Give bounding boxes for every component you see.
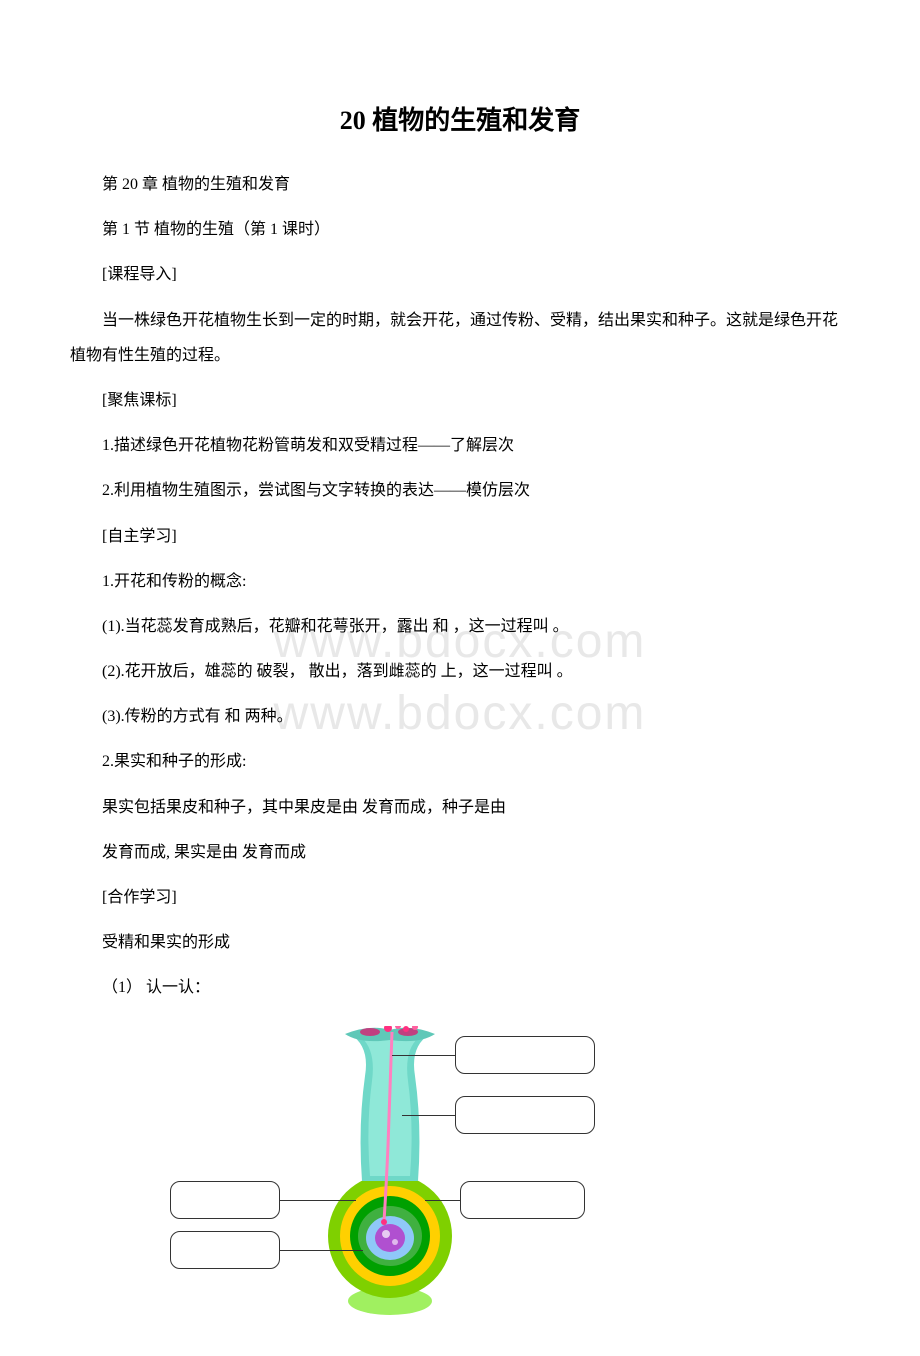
focus-heading: [聚焦课标] (70, 383, 850, 418)
self-1-title: 1.开花和传粉的概念: (70, 564, 850, 599)
pollen-tube-tip (381, 1219, 387, 1225)
label-line-r2 (402, 1115, 457, 1116)
self-1-2: (2).花开放后，雄蕊的 破裂， 散出，落到雌蕊的 上，这一过程叫 。 (70, 654, 850, 689)
label-box-left-2[interactable] (170, 1231, 280, 1269)
label-box-ovary[interactable] (460, 1181, 585, 1219)
coop-heading: [合作学习] (70, 880, 850, 915)
label-box-style[interactable] (455, 1096, 595, 1134)
label-box-stigma[interactable] (455, 1036, 595, 1074)
label-box-left-1[interactable] (170, 1181, 280, 1219)
self-2-text2: 发育而成, 果实是由 发育而成 (70, 835, 850, 870)
main-title: 20 植物的生殖和发育 (70, 100, 850, 137)
ovule-core (375, 1224, 405, 1252)
pollen-grain-3 (403, 1026, 409, 1032)
self-2-text1: 果实包括果皮和种子，其中果皮是由 发育而成，种子是由 (70, 790, 850, 825)
coop-1: （1） 认一认： (70, 970, 850, 1005)
section-heading: 第 1 节 植物的生殖（第 1 课时） (70, 212, 850, 247)
label-line-r3 (425, 1200, 462, 1201)
self-study-heading: [自主学习] (70, 519, 850, 554)
pistil-diagram (170, 1026, 620, 1316)
label-line-r1 (392, 1055, 457, 1056)
coop-title: 受精和果实的形成 (70, 925, 850, 960)
stigma-lobe-1 (360, 1028, 380, 1036)
intro-paragraph: 当一株绿色开花植物生长到一定的时期，就会开花，通过传粉、受精，结出果实和种子。这… (70, 303, 850, 373)
focus-item-1: 1.描述绿色开花植物花粉管萌发和双受精过程——了解层次 (70, 428, 850, 463)
intro-heading: [课程导入] (70, 257, 850, 292)
ovule-nucleus-2 (392, 1239, 398, 1245)
focus-item-2: 2.利用植物生殖图示，尝试图与文字转换的表达——模仿层次 (70, 473, 850, 508)
document-content: 20 植物的生殖和发育 第 20 章 植物的生殖和发育 第 1 节 植物的生殖（… (70, 100, 850, 1316)
ovule-nucleus-1 (382, 1230, 390, 1238)
self-2-title: 2.果实和种子的形成: (70, 744, 850, 779)
label-line-l1 (278, 1200, 356, 1201)
self-1-1: (1).当花蕊发育成熟后，花瓣和花萼张开，露出 和 ，这一过程叫 。 (70, 609, 850, 644)
label-line-l2 (278, 1250, 363, 1251)
chapter-heading: 第 20 章 植物的生殖和发育 (70, 167, 850, 202)
self-1-3: (3).传粉的方式有 和 两种。 (70, 699, 850, 734)
